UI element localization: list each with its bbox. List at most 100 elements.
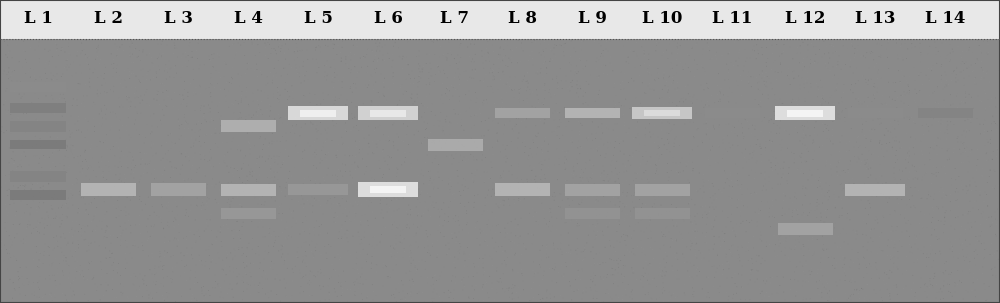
Point bbox=[605, 266, 621, 271]
Point bbox=[938, 78, 954, 83]
Point bbox=[461, 256, 477, 261]
Point bbox=[99, 227, 115, 231]
Point bbox=[329, 294, 345, 299]
Point bbox=[107, 164, 123, 169]
Point bbox=[156, 226, 172, 231]
Point bbox=[681, 152, 697, 156]
Point bbox=[290, 245, 306, 250]
Point bbox=[837, 278, 853, 283]
Point bbox=[64, 131, 80, 135]
Point bbox=[950, 204, 966, 209]
Point bbox=[754, 159, 770, 164]
Point bbox=[334, 79, 350, 84]
Point bbox=[672, 170, 688, 175]
Point bbox=[342, 153, 358, 158]
Point bbox=[383, 156, 399, 161]
Point bbox=[482, 66, 498, 71]
Point bbox=[250, 244, 266, 249]
Point bbox=[832, 231, 848, 236]
Point bbox=[902, 115, 918, 120]
Point bbox=[978, 298, 994, 303]
Point bbox=[215, 295, 231, 300]
Point bbox=[97, 89, 113, 94]
Point bbox=[44, 151, 60, 155]
Point bbox=[681, 189, 697, 194]
Point bbox=[971, 207, 987, 212]
Point bbox=[905, 145, 921, 150]
Point bbox=[58, 201, 74, 206]
Point bbox=[232, 74, 248, 78]
Point bbox=[515, 241, 531, 246]
Point bbox=[297, 253, 313, 258]
Point bbox=[418, 205, 434, 210]
Point bbox=[37, 66, 53, 71]
Point bbox=[279, 235, 295, 240]
Point bbox=[576, 38, 592, 43]
Point bbox=[969, 38, 985, 42]
Point bbox=[765, 154, 781, 159]
Point bbox=[672, 61, 688, 65]
Point bbox=[411, 62, 427, 66]
Point bbox=[1, 251, 17, 256]
Point bbox=[328, 173, 344, 178]
Point bbox=[676, 219, 692, 224]
Point bbox=[595, 260, 611, 265]
Point bbox=[897, 166, 913, 171]
Point bbox=[593, 174, 609, 179]
Point bbox=[714, 209, 730, 214]
Point bbox=[855, 232, 871, 237]
Point bbox=[346, 282, 362, 287]
Point bbox=[936, 261, 952, 266]
Point bbox=[477, 195, 493, 200]
Point bbox=[376, 132, 392, 137]
Point bbox=[258, 82, 274, 87]
Point bbox=[30, 96, 46, 101]
Point bbox=[499, 255, 515, 260]
Bar bbox=[370, 110, 406, 117]
Point bbox=[338, 169, 354, 174]
Point bbox=[797, 96, 813, 101]
Point bbox=[224, 185, 240, 190]
Point bbox=[702, 195, 718, 200]
Point bbox=[36, 221, 52, 226]
Point bbox=[476, 142, 492, 147]
Point bbox=[976, 241, 992, 246]
Point bbox=[363, 191, 379, 196]
Point bbox=[829, 284, 845, 288]
Point bbox=[948, 281, 964, 285]
Point bbox=[416, 211, 432, 216]
Point bbox=[953, 61, 969, 66]
Point bbox=[148, 151, 164, 155]
Point bbox=[424, 39, 440, 44]
Point bbox=[688, 188, 704, 193]
Point bbox=[455, 143, 471, 148]
Point bbox=[249, 206, 265, 211]
Point bbox=[852, 163, 868, 168]
Point bbox=[416, 103, 432, 108]
Point bbox=[749, 220, 765, 225]
Point bbox=[596, 71, 612, 76]
Point bbox=[14, 300, 30, 303]
Point bbox=[607, 139, 623, 144]
Point bbox=[862, 186, 878, 191]
Point bbox=[208, 182, 224, 187]
Point bbox=[281, 92, 297, 97]
Point bbox=[553, 78, 569, 83]
Point bbox=[291, 104, 307, 109]
Point bbox=[721, 141, 737, 146]
Point bbox=[526, 274, 542, 279]
Point bbox=[110, 261, 126, 266]
Point bbox=[105, 268, 121, 273]
Point bbox=[467, 225, 483, 230]
Point bbox=[498, 262, 514, 267]
Point bbox=[83, 200, 99, 205]
Point bbox=[665, 160, 681, 165]
Point bbox=[948, 177, 964, 182]
Point bbox=[78, 210, 94, 215]
Point bbox=[0, 55, 15, 60]
Point bbox=[666, 73, 682, 78]
Point bbox=[0, 258, 12, 263]
Point bbox=[694, 251, 710, 256]
Point bbox=[218, 222, 234, 227]
Point bbox=[638, 168, 654, 173]
